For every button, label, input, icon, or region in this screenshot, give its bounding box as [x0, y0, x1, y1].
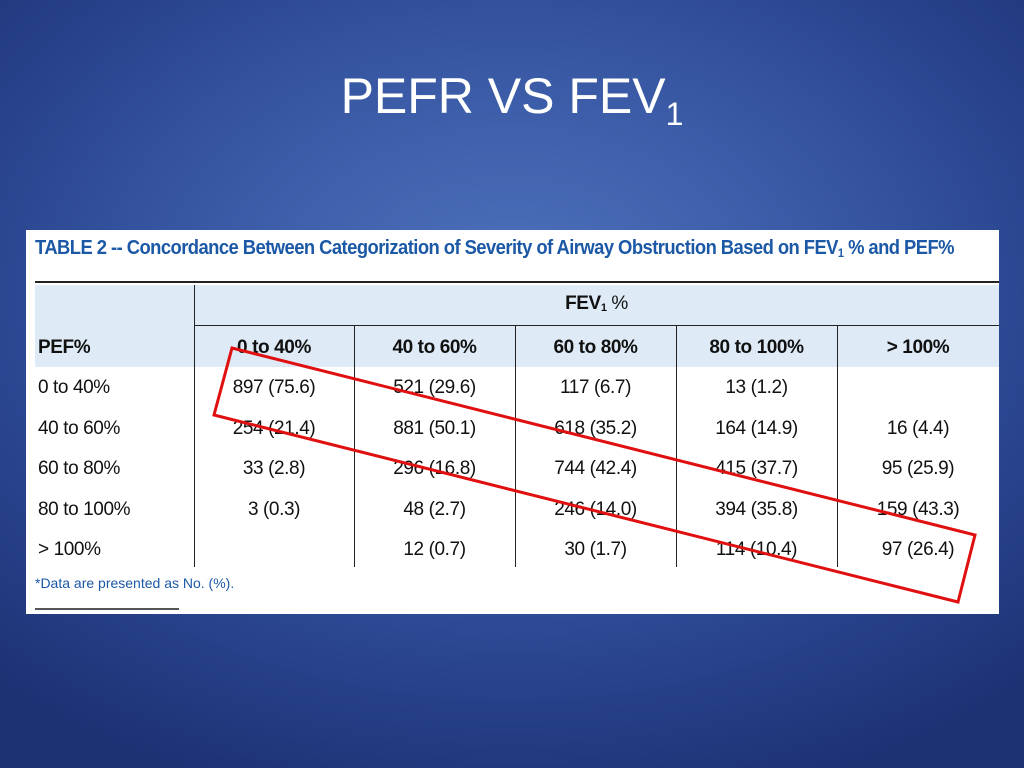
fev1-group-header: FEV1 %: [194, 293, 999, 315]
row-header-divider: [194, 285, 195, 567]
caption-text-1: TABLE 2 -- Concordance Between Categoriz…: [35, 237, 838, 259]
table-cell: 48 (2.7): [403, 499, 466, 520]
slide-title-subscript: 1: [665, 96, 684, 132]
column-header: 60 to 80%: [553, 337, 638, 358]
table-cell: 254 (21.4): [232, 418, 316, 439]
table-cell: 3 (0.3): [247, 499, 301, 520]
row-label: 80 to 100%: [38, 499, 131, 520]
table-cell: 521 (29.6): [393, 377, 476, 398]
row-header-pef: PEF%: [38, 337, 91, 358]
caption-subscript: 1: [837, 246, 844, 260]
row-label: 0 to 40%: [38, 377, 110, 398]
table-cell: 13 (1.2): [725, 377, 788, 398]
column-header: > 100%: [886, 337, 950, 358]
fev1-header-suffix: %: [606, 293, 628, 314]
table-cell: 394 (35.8): [715, 499, 798, 520]
table-cell: 114 (10.4): [715, 539, 798, 560]
table-caption: TABLE 2 -- Concordance Between Categoriz…: [35, 237, 955, 260]
fev1-header-subscript: 1: [600, 302, 607, 314]
table-cell: 164 (14.9): [715, 418, 798, 439]
table-cell: 246 (14.0): [554, 499, 637, 520]
table-cell: 881 (50.1): [393, 418, 476, 439]
row-label: 60 to 80%: [38, 458, 120, 479]
slide-title: PEFR VS FEV1: [0, 66, 1024, 130]
table-panel: TABLE 2 -- Concordance Between Categoriz…: [26, 230, 999, 614]
table-cell: 415 (37.7): [715, 458, 798, 479]
table-cell: 33 (2.8): [242, 458, 306, 479]
footnote-rule: [35, 608, 179, 610]
column-divider: [515, 325, 516, 567]
table-cell: 618 (35.2): [554, 418, 637, 439]
table-cell: 16 (4.4): [886, 418, 950, 439]
table-cell: 897 (75.6): [232, 377, 316, 398]
group-header-underline: [194, 325, 999, 326]
slide-title-main: PEFR VS FEV: [340, 68, 666, 124]
caption-text-2: % and PEF%: [843, 237, 954, 259]
column-divider: [676, 325, 677, 567]
table-cell: 159 (43.3): [876, 499, 960, 520]
table-cell: 744 (42.4): [554, 458, 637, 479]
table-footnote: *Data are presented as No. (%).: [35, 575, 235, 591]
column-divider: [837, 325, 838, 567]
table-cell: 95 (25.9): [881, 458, 955, 479]
table-cell: 12 (0.7): [403, 539, 466, 560]
column-header: 40 to 60%: [392, 337, 477, 358]
table-cell: 296 (16.8): [393, 458, 476, 479]
fev1-header-text: FEV: [565, 293, 601, 314]
table-top-rule: [35, 281, 999, 283]
column-header: 80 to 100%: [709, 337, 804, 358]
column-divider: [354, 325, 355, 567]
table-cell: 117 (6.7): [559, 377, 632, 398]
row-label: > 100%: [38, 539, 101, 560]
table-cell: 97 (26.4): [881, 539, 955, 560]
column-header: 0 to 40%: [237, 337, 311, 358]
row-label: 40 to 60%: [38, 418, 120, 439]
table-cell: 30 (1.7): [564, 539, 627, 560]
